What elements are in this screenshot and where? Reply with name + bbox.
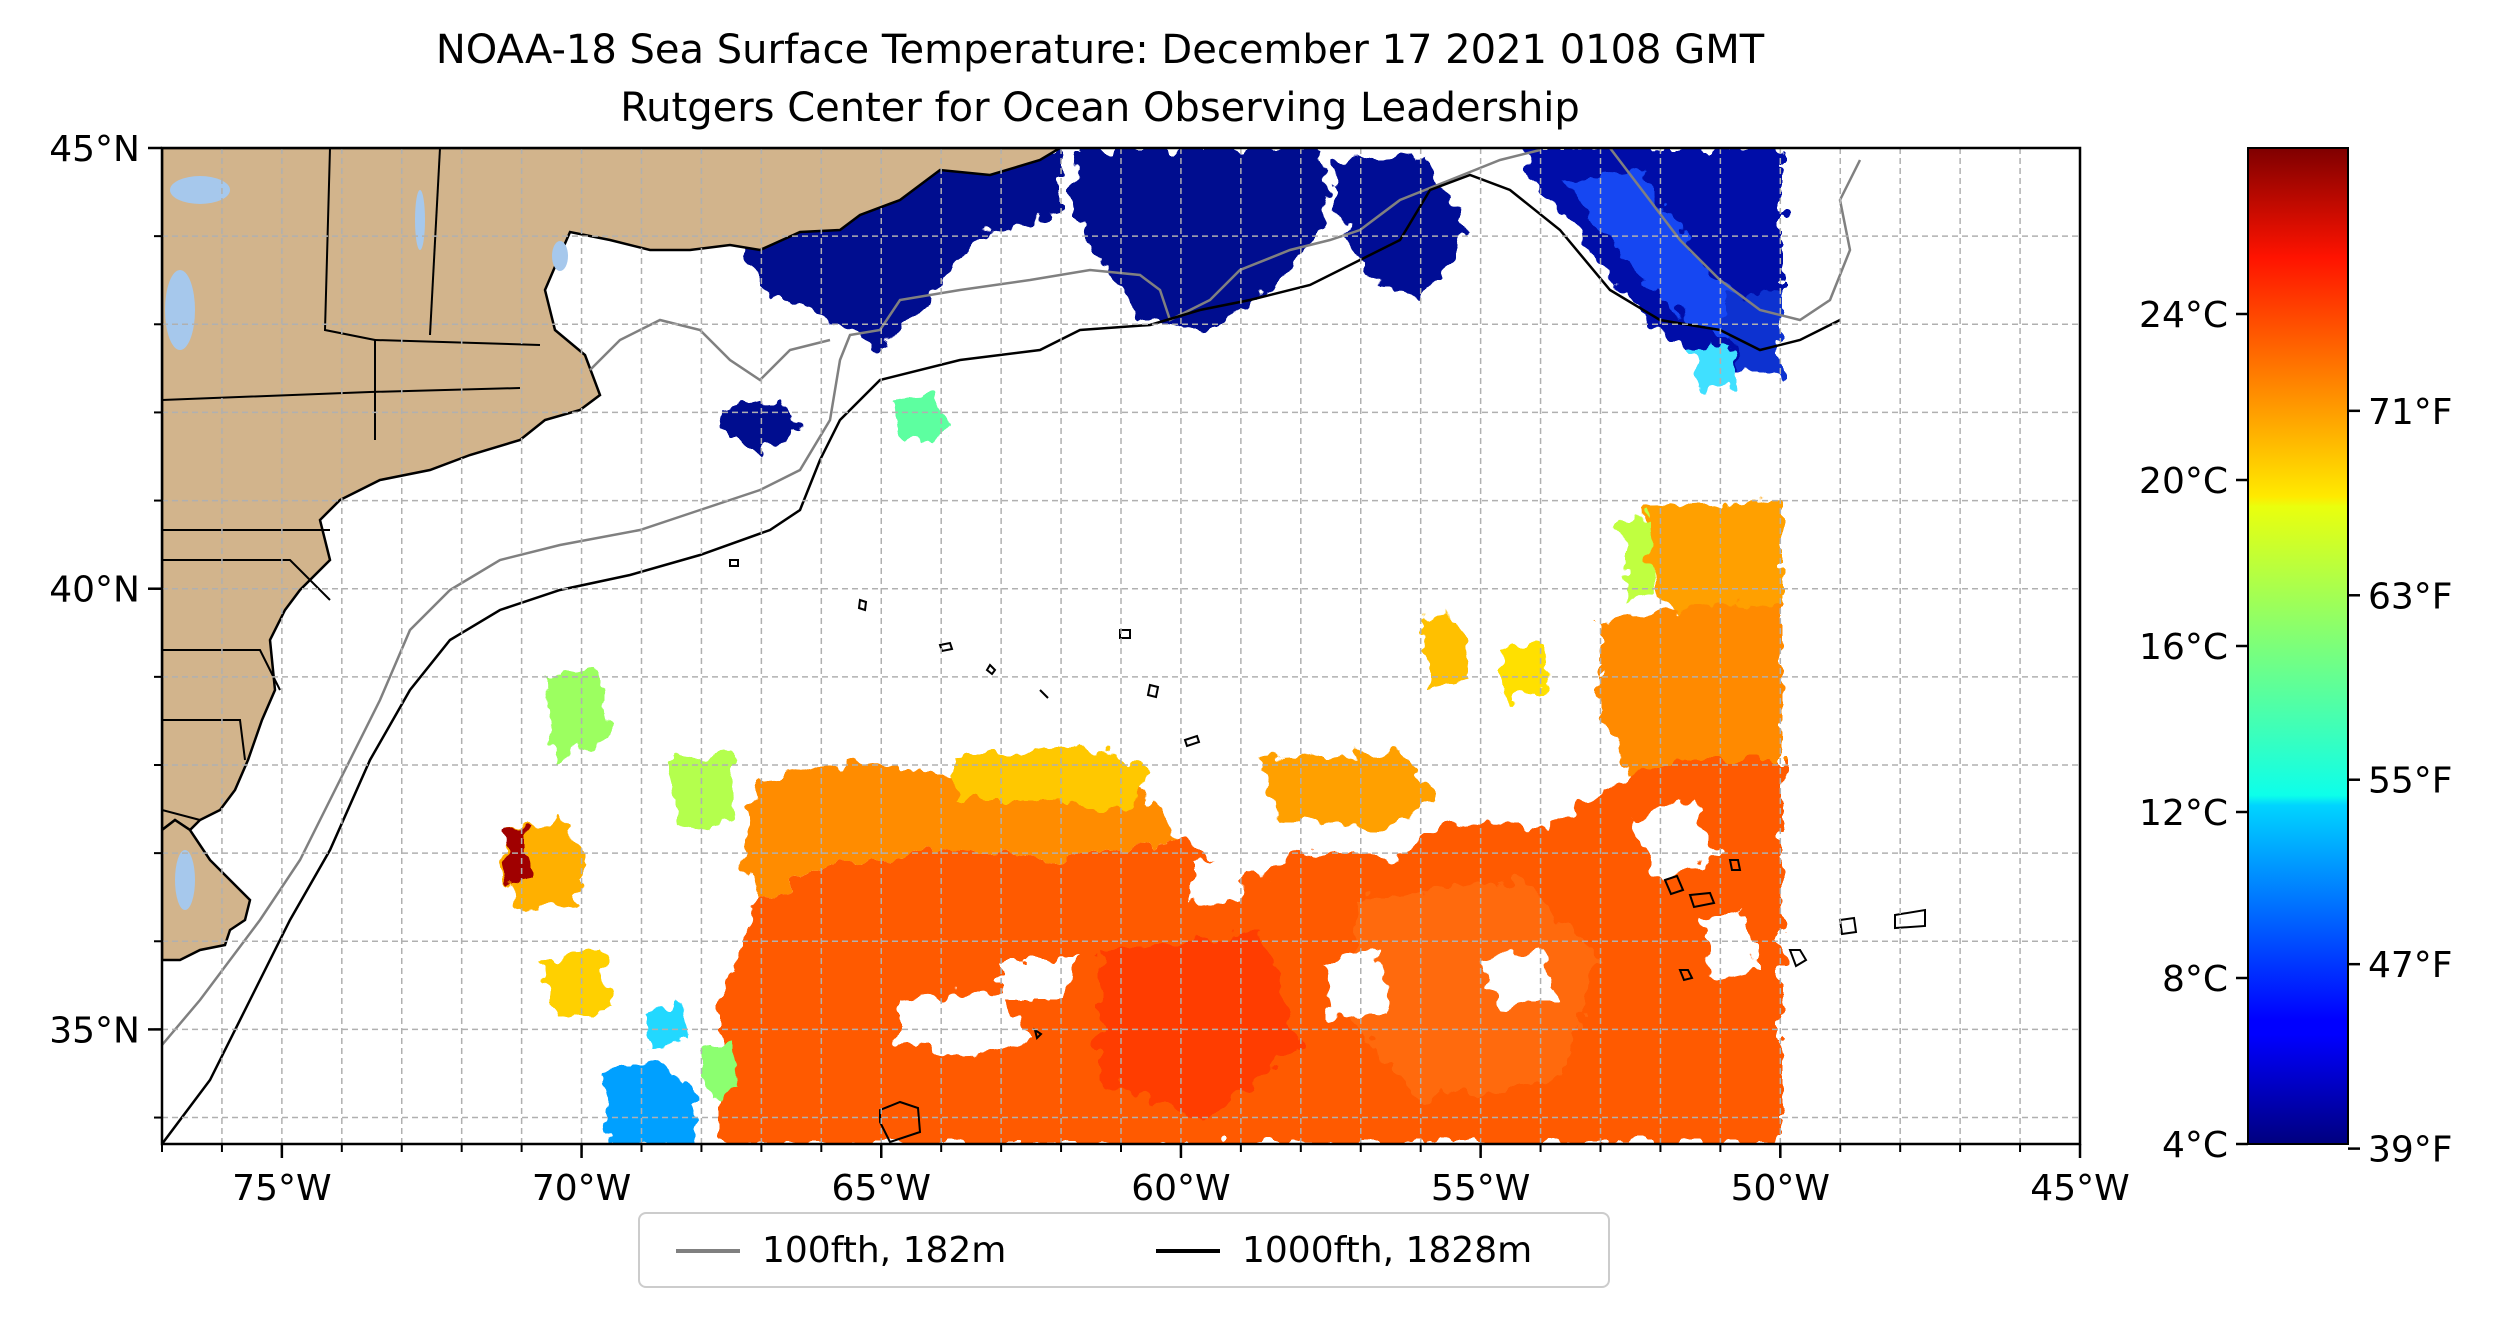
sst-west-patch — [540, 950, 610, 1020]
fahrenheit-tick-label: 71°F — [2368, 392, 2453, 433]
sst-cool-patch — [890, 395, 950, 445]
legend-label-100fth: 100fth, 182m — [762, 1230, 1007, 1271]
celsius-tick-label: 24°C — [2139, 295, 2228, 336]
celsius-tick-label: 16°C — [2139, 627, 2228, 668]
sst-cold-patch — [1070, 148, 1330, 330]
sst-patch — [670, 750, 735, 830]
lon-tick-label: 70°W — [532, 1168, 631, 1209]
lon-tick-label: 45°W — [2030, 1168, 2129, 1209]
map-title: NOAA-18 Sea Surface Temperature: Decembe… — [435, 27, 1765, 73]
celsius-tick-label: 20°C — [2139, 461, 2228, 502]
lakes — [165, 176, 568, 910]
sst-patch — [1500, 640, 1550, 700]
map-subtitle: Rutgers Center for Ocean Observing Leade… — [620, 85, 1580, 131]
cloud-gaps — [900, 800, 1760, 1060]
legend-item-100fth: 100fth, 182m — [676, 1226, 1006, 1276]
lat-tick-label: 35°N — [49, 1010, 140, 1051]
legend-label-1000fth: 1000fth, 1828m — [1242, 1230, 1533, 1271]
sst-warm-mass — [1100, 930, 1300, 1120]
fahrenheit-tick-label: 55°F — [2368, 761, 2453, 802]
sst-cold-patch — [720, 400, 800, 450]
sst-patch — [1600, 600, 1782, 780]
sst-warm-mass — [1350, 880, 1600, 1100]
lon-tick-label: 65°W — [832, 1168, 931, 1209]
sst-warm-mass — [950, 745, 1150, 810]
lon-tick-label: 50°W — [1731, 1168, 1830, 1209]
isobath-100fth — [162, 148, 1541, 1046]
map-axes: 75°W 70°W 65°W 60°W 55°W 50°W 45°W 45°N 40°N 35°N — [49, 129, 2129, 1209]
sst-patch — [1420, 615, 1470, 690]
sst-cold-patch — [1330, 155, 1470, 300]
lat-tick-label: 40°N — [49, 570, 140, 611]
map-gridlines — [161, 147, 2081, 1144]
sst-cool-patch — [640, 1000, 690, 1050]
celsius-tick-label: 4°C — [2162, 1125, 2228, 1166]
legend-swatch-100fth — [676, 1249, 740, 1253]
sst-west-patch — [502, 828, 530, 885]
lon-tick-label: 60°W — [1131, 1168, 1230, 1209]
colorbar-ticks: 24°C 20°C 16°C 12°C 8°C 4°C 71°F 63°F 55°F 47°F 39… — [2139, 295, 2452, 1171]
isobath-1000fth — [162, 173, 1841, 1144]
sst-cool-patch — [1690, 345, 1740, 390]
sst-patch — [545, 670, 610, 760]
lon-tick-label: 75°W — [232, 1168, 331, 1209]
legend-item-1000fth: 1000fth, 1828m — [1156, 1226, 1532, 1276]
state-borders — [162, 148, 541, 821]
legend-swatch-1000fth — [1156, 1249, 1220, 1253]
sst-cool-patch — [700, 1040, 740, 1100]
isobath-100fth — [589, 148, 1862, 382]
lat-tick-label: 45°N — [49, 129, 140, 170]
sst-cold-patch — [1560, 170, 1760, 340]
lon-tick-label: 55°W — [1431, 1168, 1530, 1209]
seamount-contours — [729, 559, 1926, 1144]
fahrenheit-tick-label: 39°F — [2368, 1130, 2453, 1171]
celsius-tick-label: 8°C — [2162, 959, 2228, 1000]
fahrenheit-tick-label: 63°F — [2368, 576, 2453, 617]
sst-cool-patch — [600, 1060, 700, 1144]
celsius-tick-label: 12°C — [2139, 793, 2228, 834]
fahrenheit-tick-label: 47°F — [2368, 945, 2453, 986]
sst-patch — [1620, 515, 1655, 600]
sst-warm-mass — [1260, 750, 1440, 830]
colorbar-gradient — [2247, 147, 2349, 1145]
isobath-legend: 100fth, 182m 1000fth, 1828m — [638, 1212, 1610, 1288]
